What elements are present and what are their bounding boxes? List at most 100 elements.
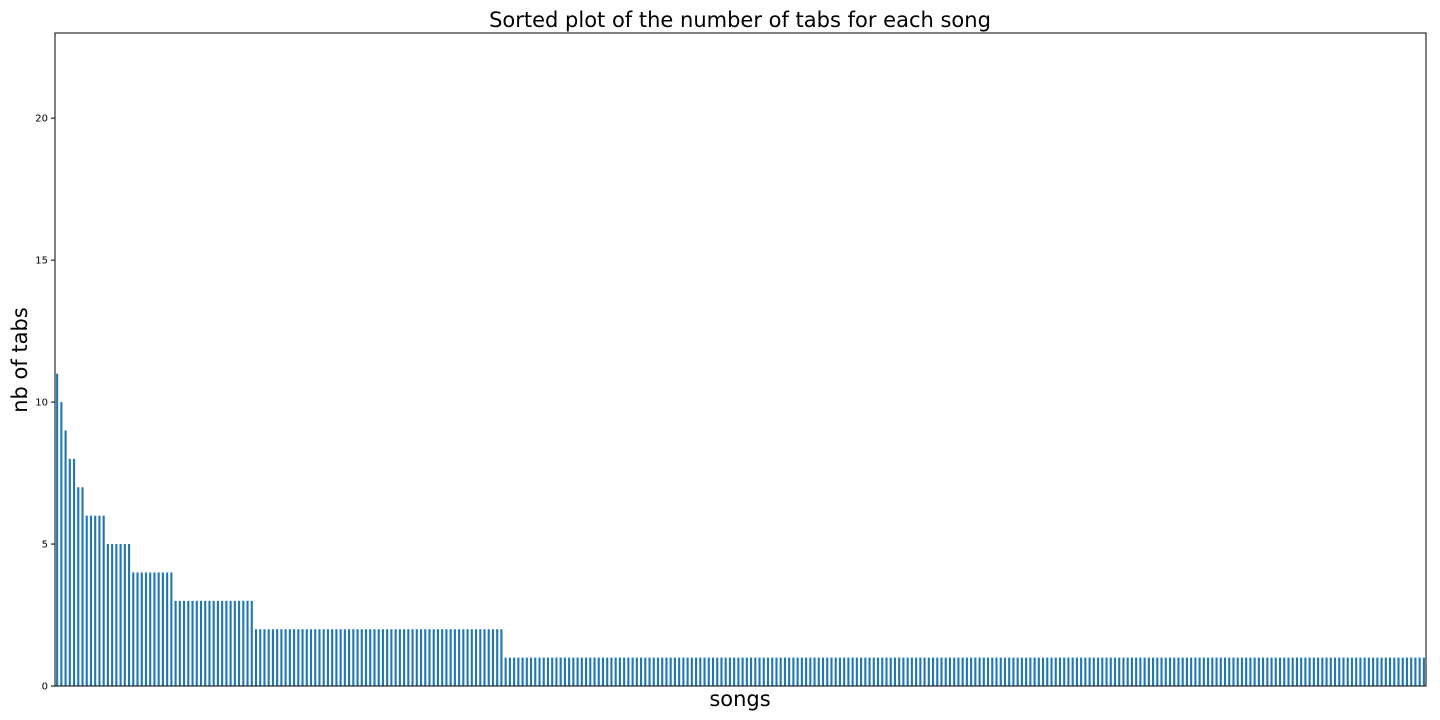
bar [208, 600, 211, 686]
bar [555, 657, 558, 686]
bar [572, 657, 575, 686]
bar [948, 657, 952, 686]
bar [699, 657, 702, 686]
bar [889, 657, 892, 686]
bar [1194, 657, 1197, 686]
bar [1232, 657, 1235, 686]
bar [369, 629, 372, 686]
bar [1278, 657, 1282, 686]
bar [68, 458, 71, 686]
bar [1075, 657, 1078, 686]
bar [390, 629, 393, 686]
bar [267, 629, 270, 686]
bar [800, 657, 803, 686]
bar [1321, 657, 1324, 686]
bar [940, 657, 943, 686]
bar [695, 657, 698, 686]
bar [1338, 657, 1341, 686]
x-axis-label: songs [709, 687, 770, 711]
bar [584, 657, 588, 686]
bar [1363, 657, 1366, 686]
chart-title: Sorted plot of the number of tabs for ea… [489, 8, 991, 32]
bar [115, 544, 118, 686]
bar [1016, 657, 1019, 686]
bar [1240, 657, 1243, 686]
bar [204, 600, 207, 686]
bar [864, 657, 867, 686]
bar [1156, 657, 1159, 686]
bar [1058, 657, 1062, 686]
bar [551, 657, 554, 686]
bar [771, 657, 774, 686]
bar [678, 657, 681, 686]
bar [517, 657, 520, 686]
bar [762, 657, 765, 686]
bar [728, 657, 731, 686]
bar [1346, 657, 1349, 686]
bar [927, 657, 930, 686]
bar [246, 600, 249, 686]
bar [1109, 657, 1112, 686]
bar [881, 657, 884, 686]
bar [199, 600, 203, 686]
bar [161, 572, 164, 686]
bar [902, 657, 905, 686]
bar [339, 629, 342, 686]
y-axis-label: nb of tabs [8, 307, 32, 413]
bar [758, 657, 761, 686]
bar [348, 629, 351, 686]
bar [1388, 657, 1392, 686]
bar [466, 629, 469, 686]
y-tick-label: 5 [42, 540, 48, 551]
bar [445, 629, 448, 686]
bar [242, 600, 245, 686]
bar [513, 657, 516, 686]
bar [1029, 657, 1032, 686]
bar [953, 657, 956, 686]
bar [923, 657, 926, 686]
bar [1355, 657, 1358, 686]
bar [1410, 657, 1413, 686]
bar [297, 629, 300, 686]
bar [813, 657, 816, 686]
bar [1152, 657, 1155, 686]
bar [627, 657, 630, 686]
bar [606, 657, 609, 686]
bar [254, 629, 258, 686]
bar [407, 629, 410, 686]
bar [496, 629, 499, 686]
bar [1422, 657, 1425, 686]
bar [132, 572, 135, 686]
bar [1308, 657, 1311, 686]
bar [1223, 657, 1227, 686]
bar [1126, 657, 1129, 686]
bar [56, 373, 59, 686]
bar [360, 629, 363, 686]
bar [1118, 657, 1121, 686]
bar [995, 657, 998, 686]
bar [1350, 657, 1354, 686]
bar [127, 544, 131, 686]
bar [1147, 657, 1150, 686]
bar [1168, 657, 1172, 686]
bar [411, 629, 414, 686]
bar [94, 515, 97, 686]
bar [326, 629, 329, 686]
bar [783, 657, 786, 686]
bar [919, 657, 922, 686]
bar [957, 657, 960, 686]
bar [174, 600, 177, 686]
bar [1401, 657, 1404, 686]
bar [1202, 657, 1205, 686]
bar [986, 657, 990, 686]
bar [149, 572, 152, 686]
bar [1304, 657, 1307, 686]
y-tick-label: 10 [35, 398, 48, 409]
bar [631, 657, 634, 686]
bar [314, 629, 317, 686]
bar [318, 629, 321, 686]
bar [1287, 657, 1290, 686]
bar [1041, 657, 1045, 686]
bar [601, 657, 605, 686]
bars-layer [56, 373, 1425, 686]
